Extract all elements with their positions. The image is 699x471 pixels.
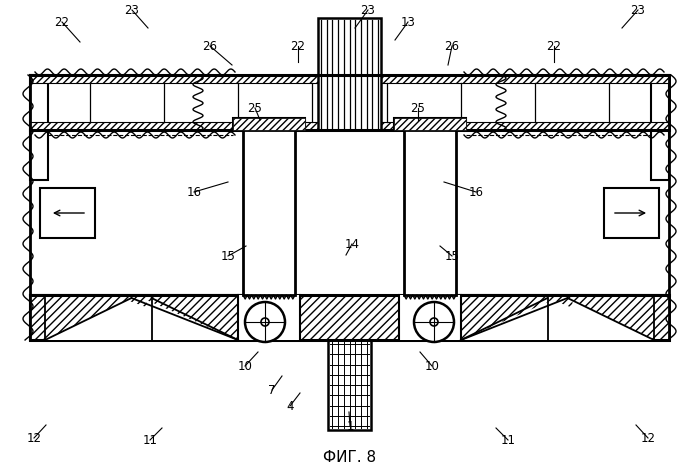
Text: 4: 4 — [287, 399, 294, 413]
Bar — [651, 75, 669, 180]
Bar — [238, 295, 300, 340]
Text: 15: 15 — [445, 250, 459, 262]
Circle shape — [430, 318, 438, 326]
Circle shape — [414, 302, 454, 342]
Bar — [30, 75, 669, 130]
Bar — [30, 295, 243, 340]
Text: 23: 23 — [630, 3, 645, 16]
Text: 12: 12 — [27, 431, 41, 445]
Text: 22: 22 — [55, 16, 69, 29]
Text: 13: 13 — [401, 16, 415, 29]
Text: 22: 22 — [291, 40, 305, 52]
Text: ФИГ. 8: ФИГ. 8 — [323, 450, 376, 465]
Text: 14: 14 — [345, 237, 359, 251]
Bar — [30, 122, 669, 130]
Text: 26: 26 — [445, 40, 459, 52]
Bar — [40, 188, 95, 238]
Bar — [399, 295, 461, 340]
Polygon shape — [147, 300, 238, 340]
Bar — [243, 130, 295, 295]
Text: 10: 10 — [424, 359, 440, 373]
Circle shape — [245, 302, 285, 342]
Bar — [456, 295, 669, 340]
Bar — [30, 295, 669, 340]
Polygon shape — [572, 300, 654, 340]
Bar — [328, 340, 371, 430]
Bar — [404, 130, 456, 295]
Bar — [233, 118, 305, 130]
Text: 7: 7 — [268, 383, 275, 397]
Text: 12: 12 — [640, 431, 656, 445]
Bar — [456, 295, 669, 340]
Text: 1: 1 — [346, 420, 354, 432]
Bar — [30, 75, 48, 180]
Bar — [233, 118, 305, 130]
Polygon shape — [45, 300, 238, 340]
Text: 22: 22 — [547, 40, 561, 52]
Bar — [604, 188, 659, 238]
Text: 23: 23 — [124, 3, 139, 16]
Text: 15: 15 — [221, 250, 236, 262]
Bar — [394, 118, 466, 130]
Bar — [318, 18, 381, 130]
Text: 16: 16 — [187, 186, 201, 198]
Text: 26: 26 — [203, 40, 217, 52]
Text: 10: 10 — [238, 359, 252, 373]
Bar — [30, 295, 669, 340]
Bar — [30, 75, 669, 83]
Text: 23: 23 — [361, 3, 375, 16]
Circle shape — [261, 318, 269, 326]
Text: 11: 11 — [500, 433, 515, 447]
Polygon shape — [461, 300, 654, 340]
Bar — [30, 295, 243, 340]
Text: 25: 25 — [247, 101, 262, 114]
Text: 16: 16 — [468, 186, 484, 198]
Text: 25: 25 — [410, 101, 426, 114]
Bar — [394, 118, 466, 130]
Text: 11: 11 — [143, 433, 157, 447]
